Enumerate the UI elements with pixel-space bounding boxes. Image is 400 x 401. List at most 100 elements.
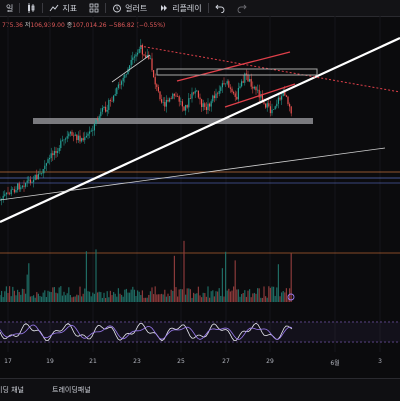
candle-body	[74, 134, 76, 136]
candle-body	[229, 87, 231, 89]
volume-bar	[268, 286, 270, 302]
candle-body	[252, 86, 254, 89]
alert-button[interactable]: 얼러트	[106, 0, 153, 16]
volume-bar	[21, 288, 23, 302]
candle-body	[113, 95, 115, 102]
volume-bar	[44, 290, 46, 302]
candle-body	[215, 93, 217, 99]
volume-bar	[55, 292, 57, 302]
resistance-line-lower[interactable]	[224, 83, 296, 108]
candle-body	[284, 90, 286, 96]
candle-body	[37, 174, 39, 180]
candle-body	[151, 58, 153, 71]
toolbar-divider	[105, 3, 107, 13]
candle-body	[197, 90, 199, 98]
time-tick: 27	[222, 358, 230, 365]
volume-bar	[215, 291, 217, 302]
volume-bar	[151, 287, 153, 302]
volume-bar	[17, 289, 19, 302]
volume-marker[interactable]	[287, 293, 295, 301]
tab-trading-panel[interactable]: 트레이딩패널	[52, 386, 91, 394]
candle-body	[116, 87, 118, 95]
volume-bar	[223, 296, 225, 302]
tab-trading-channel[interactable]: 이딩 채널	[0, 386, 24, 394]
volume-bar	[202, 292, 204, 302]
main-trendline-white[interactable]	[0, 37, 400, 223]
candle-body	[191, 92, 193, 99]
replay-button[interactable]: 리플레이	[153, 0, 207, 16]
oscillator-pane[interactable]	[0, 321, 400, 343]
volume-bar	[77, 295, 79, 302]
candle-body	[2, 195, 4, 199]
replay-icon	[161, 5, 168, 11]
range-box-top[interactable]	[156, 68, 318, 76]
volume-bar	[170, 289, 172, 302]
volume-bar	[287, 295, 289, 302]
volume-bar	[273, 286, 275, 302]
price-chart-svg[interactable]	[0, 16, 400, 356]
resistance-line-upper[interactable]	[176, 51, 291, 82]
volume-bar	[23, 289, 25, 302]
candle-body	[290, 106, 292, 114]
volume-bar	[37, 293, 39, 302]
ohlc-l-value: 106,939.00	[30, 22, 65, 29]
ohlc-c-label: 종	[66, 22, 73, 29]
candle-body	[130, 59, 132, 66]
candle-body	[169, 98, 171, 102]
time-tick: 21	[89, 358, 97, 365]
volume-bar	[279, 296, 281, 302]
redo-button[interactable]	[231, 0, 253, 16]
candle-body	[161, 99, 163, 103]
candle-body	[63, 139, 65, 141]
volume-bar	[186, 288, 188, 302]
candle-body	[285, 95, 287, 97]
candle-type-button[interactable]	[20, 0, 42, 16]
volume-bar	[58, 287, 60, 302]
undo-button[interactable]	[209, 0, 231, 16]
candle-body	[249, 79, 251, 82]
candle-body	[164, 102, 166, 107]
volume-bar	[165, 296, 167, 302]
support-zone-box[interactable]	[33, 118, 313, 124]
candle-body	[65, 138, 67, 140]
candle-body	[231, 88, 233, 92]
volume-bar	[201, 297, 203, 302]
indicators-button[interactable]: 지표	[43, 0, 83, 16]
volume-bar	[271, 286, 273, 302]
candle-body	[42, 168, 44, 174]
candle-body	[121, 81, 123, 85]
volume-bar	[257, 288, 259, 302]
candle-body	[68, 133, 70, 137]
templates-button[interactable]	[83, 0, 105, 16]
volume-bar	[113, 292, 115, 302]
volume-bar	[84, 288, 86, 302]
volume-bar	[234, 260, 236, 302]
volume-bar	[290, 253, 292, 302]
volume-bar	[28, 263, 30, 302]
time-axis[interactable]: 17 19 21 23 25 27 29 6월 3	[0, 355, 400, 369]
volume-bar	[103, 292, 105, 302]
volume-bar	[205, 296, 207, 302]
volume-bar	[269, 287, 271, 302]
secondary-trendline-white[interactable]	[0, 147, 386, 201]
volume-bar	[276, 287, 278, 302]
volume-bar	[10, 296, 12, 302]
time-tick: 17	[4, 358, 12, 365]
candle-body	[209, 103, 211, 107]
volume-bar	[285, 288, 287, 302]
volume-bar	[281, 292, 283, 302]
interval-selector[interactable]: 일	[0, 0, 19, 16]
candle-body	[239, 86, 241, 88]
volume-bar	[255, 293, 257, 302]
candle-body	[101, 108, 103, 112]
short-trendline-left[interactable]	[111, 54, 151, 83]
volume-bar	[213, 296, 215, 302]
chart-area[interactable]	[0, 16, 400, 374]
candle-body	[277, 97, 279, 104]
volume-bar	[65, 295, 67, 302]
volume-bar	[114, 293, 116, 302]
volume-bar	[13, 290, 15, 302]
volume-bar	[225, 251, 227, 302]
volume-bar	[218, 288, 220, 302]
time-tick: 3	[378, 358, 382, 365]
